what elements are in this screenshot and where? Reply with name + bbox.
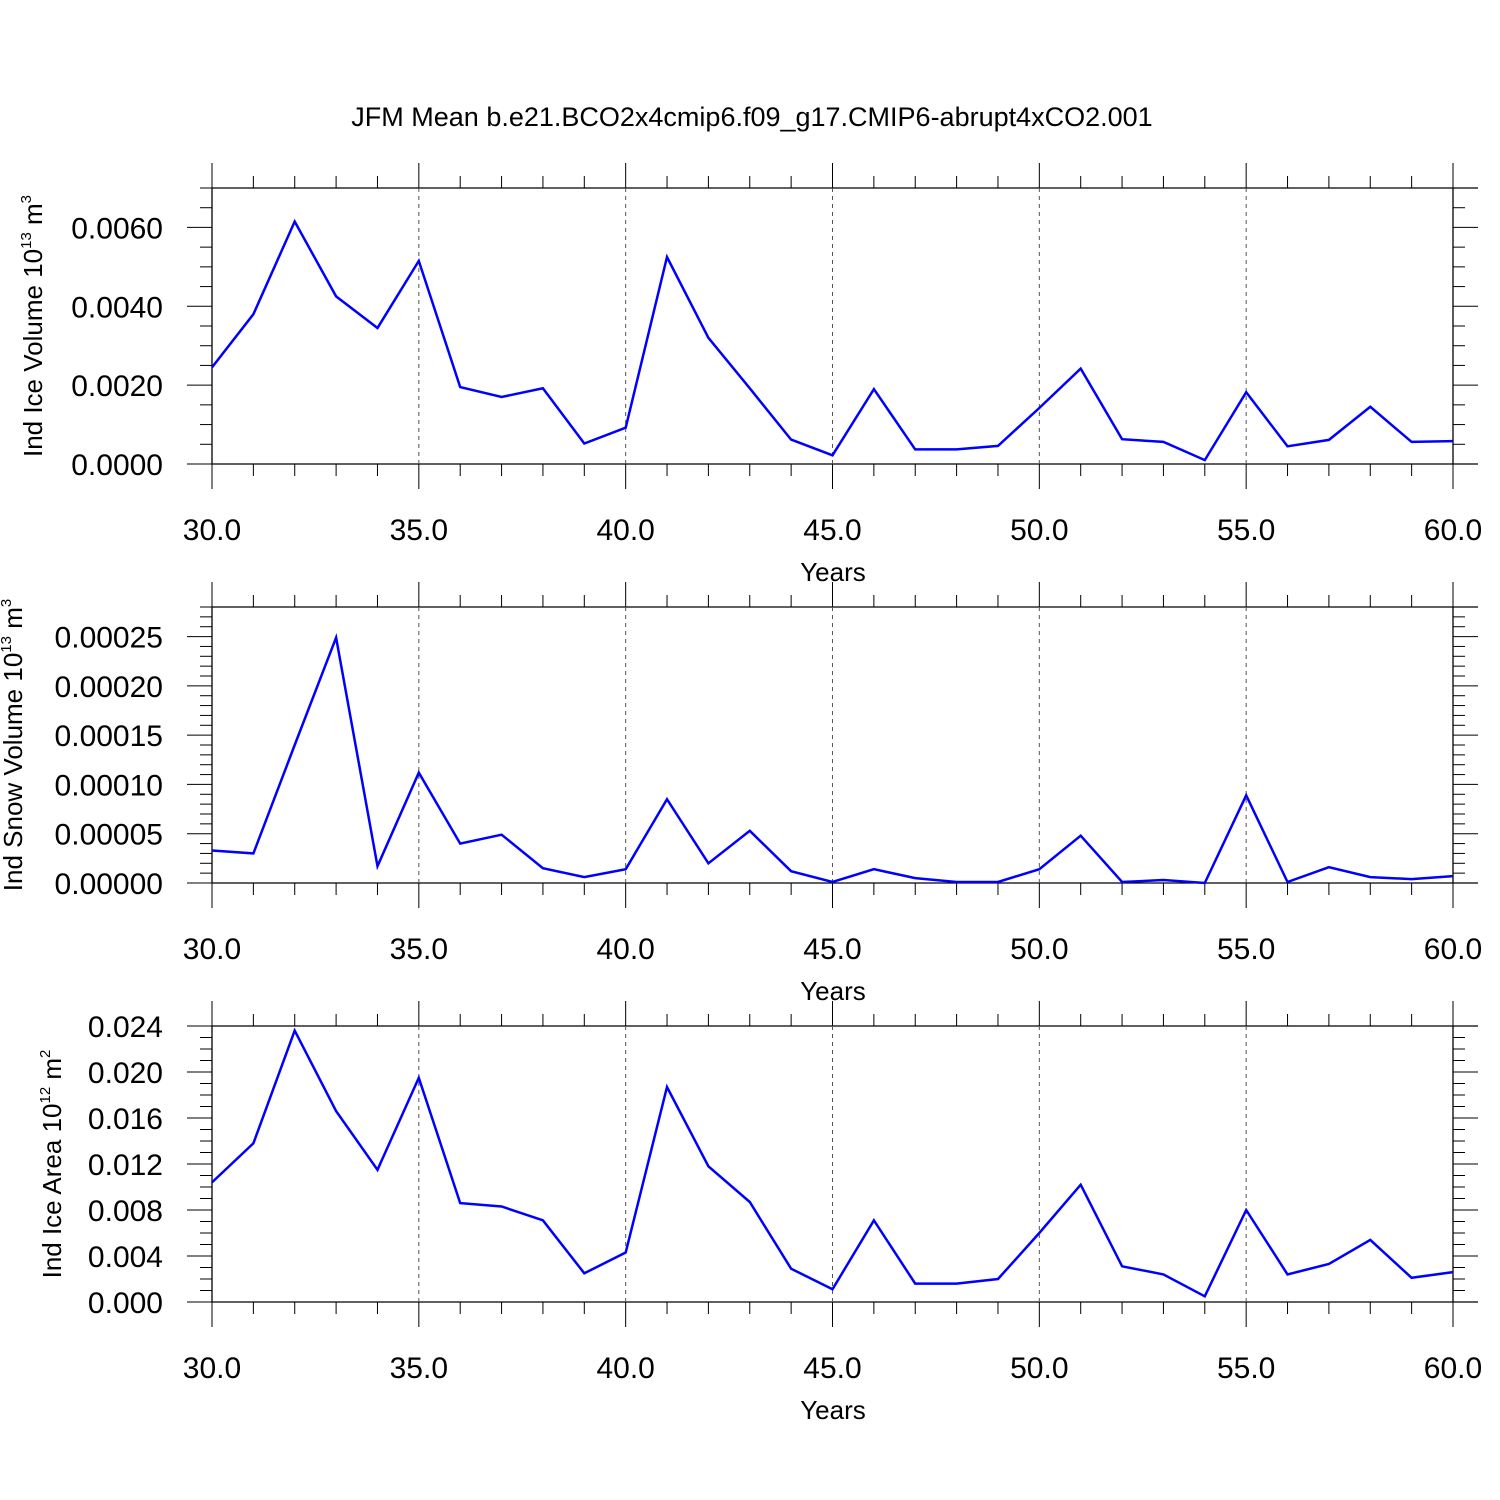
- y-tick-label: 0.008: [88, 1195, 163, 1228]
- series-line-1: [211, 1027, 1454, 1299]
- y-axis-label-exponent: 13: [0, 636, 15, 653]
- series-line-1: [211, 632, 1454, 885]
- y-tick-label: 0.020: [88, 1057, 163, 1090]
- x-tick-label: 30.0: [183, 514, 241, 547]
- x-tick-label: 35.0: [390, 933, 448, 966]
- x-tick-label: 60.0: [1424, 514, 1482, 547]
- x-tick-label: 50.0: [1010, 933, 1068, 966]
- y-axis-label-unit-exponent: 3: [18, 195, 35, 203]
- x-tick-label: 60.0: [1424, 1352, 1482, 1385]
- y-axis-label: Ind Ice Volume 1013 m3: [18, 195, 48, 457]
- y-axis-label-unit-exponent: 3: [0, 599, 15, 607]
- chart-panels: 30.0 35.0 40.0 45.0 50.0 55.0 60.0 0.0000 0.0020…: [0, 163, 1482, 1425]
- y-tick-label: 0.00005: [55, 819, 163, 852]
- x-tick-label: 60.0: [1424, 933, 1482, 966]
- x-tick-label: 30.0: [183, 933, 241, 966]
- y-tick-label: 0.0060: [71, 212, 163, 245]
- y-axis-label-unit: m: [0, 607, 28, 636]
- y-axis-label-unit: m: [18, 203, 48, 232]
- x-tick-label: 40.0: [596, 933, 654, 966]
- y-axis-label-unit: m: [37, 1058, 67, 1087]
- y-axis-label: Ind Ice Area 1012 m2: [37, 1050, 67, 1279]
- panel-2: 30.0 35.0 40.0 45.0 50.0 55.0 60.0 0.00000 0.000…: [0, 582, 1482, 1006]
- y-axis-label-text: Ind Snow Volume 10: [0, 653, 28, 892]
- y-tick-label: 0.0000: [71, 449, 163, 482]
- x-tick-label: 45.0: [803, 933, 861, 966]
- y-axis-label: Ind Snow Volume 1013 m3: [0, 599, 28, 891]
- y-tick-label: 0.000: [88, 1287, 163, 1320]
- x-tick-label: 35.0: [390, 1352, 448, 1385]
- y-tick-label: 0.016: [88, 1103, 163, 1136]
- y-tick-label: 0.00010: [55, 769, 163, 802]
- x-tick-label: 30.0: [183, 1352, 241, 1385]
- x-tick-label: 35.0: [390, 514, 448, 547]
- y-tick-label: 0.0020: [71, 370, 163, 403]
- y-tick-label: 0.024: [88, 1011, 163, 1044]
- y-axis-label-text: Ind Ice Area 10: [37, 1104, 67, 1279]
- x-tick-label: 50.0: [1010, 1352, 1068, 1385]
- y-tick-label: 0.00020: [55, 671, 163, 704]
- panel-3: 30.0 35.0 40.0 45.0 50.0 55.0 60.0 0.000 0.004 0.…: [37, 1001, 1482, 1425]
- x-tick-label: 55.0: [1217, 514, 1275, 547]
- x-tick-label: 45.0: [803, 514, 861, 547]
- y-axis-label-unit-exponent: 2: [37, 1050, 54, 1058]
- x-tick-label: 55.0: [1217, 933, 1275, 966]
- y-tick-label: 0.012: [88, 1149, 163, 1182]
- y-axis-label-exponent: 12: [37, 1087, 54, 1104]
- y-axis-label-text: Ind Ice Volume 10: [18, 249, 48, 457]
- chart-title: JFM Mean b.e21.BCO2x4cmip6.f09_g17.CMIP6…: [351, 102, 1152, 132]
- x-tick-label: 40.0: [596, 1352, 654, 1385]
- y-tick-label: 0.00000: [55, 868, 163, 901]
- x-tick-label: 45.0: [803, 1352, 861, 1385]
- x-tick-label: 55.0: [1217, 1352, 1275, 1385]
- panel-1: 30.0 35.0 40.0 45.0 50.0 55.0 60.0 0.0000 0.0020…: [18, 163, 1482, 587]
- y-axis-label-exponent: 13: [18, 232, 35, 249]
- y-tick-label: 0.00015: [55, 720, 163, 753]
- y-tick-label: 0.0040: [71, 291, 163, 324]
- x-tick-label: 50.0: [1010, 514, 1068, 547]
- x-tick-label: 40.0: [596, 514, 654, 547]
- x-axis-label: Years: [800, 1395, 866, 1425]
- y-tick-label: 0.00025: [55, 622, 163, 655]
- series-line-1: [211, 218, 1454, 462]
- y-tick-label: 0.004: [88, 1241, 163, 1274]
